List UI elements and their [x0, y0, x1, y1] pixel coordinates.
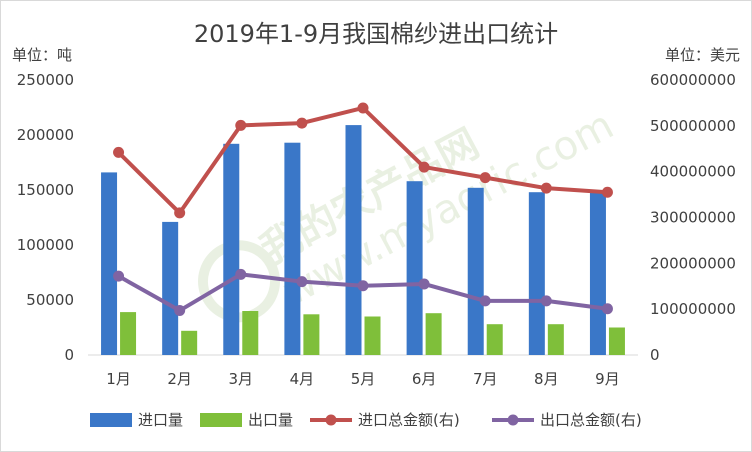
import-value-point	[113, 146, 125, 158]
export-volume-bar	[303, 314, 320, 355]
export-value-point	[479, 295, 491, 307]
import-value-point	[540, 182, 552, 194]
x-tick-label: 7月	[473, 370, 498, 388]
legend-swatch	[90, 413, 132, 427]
import-volume-bar	[406, 181, 423, 355]
right-tick-label: 600000000	[650, 71, 736, 89]
import-value-point	[296, 117, 308, 129]
export-volume-bar	[120, 312, 137, 355]
import-volume-bar	[467, 187, 484, 355]
x-tick-label: 8月	[534, 370, 559, 388]
right-tick-label: 500000000	[650, 117, 736, 135]
watermark: 我的农产品网 www.myagric.com	[198, 102, 621, 323]
export-volume-bar	[425, 313, 442, 355]
import-volume-bar	[589, 192, 606, 355]
export-value-point	[235, 268, 247, 280]
legend-label: 进口总金额(右)	[358, 411, 460, 429]
left-axis-ticks: 0 50000 100000 150000 200000 250000	[17, 71, 74, 364]
bar-series	[101, 125, 625, 355]
export-value-point	[540, 295, 552, 307]
export-value-point	[601, 303, 613, 315]
right-tick-label: 200000000	[650, 254, 736, 272]
left-tick-label: 100000	[17, 236, 74, 254]
import-volume-bar	[284, 142, 301, 355]
right-axis-unit: 单位：美元	[665, 46, 740, 64]
import-volume-bar	[162, 221, 179, 355]
import-value-point	[601, 186, 613, 198]
line-series	[113, 102, 613, 317]
import-value-point	[479, 172, 491, 184]
x-tick-label: 2月	[167, 370, 192, 388]
legend-item: 出口总金额(右)	[492, 411, 642, 429]
x-tick-label: 9月	[595, 370, 620, 388]
legend-item: 出口量	[200, 411, 293, 429]
import-volume-bar	[223, 143, 240, 355]
left-tick-label: 150000	[17, 181, 74, 199]
x-tick-label: 4月	[290, 370, 315, 388]
legend: 进口量 出口量 进口总金额(右) 出口总金额(右)	[90, 411, 642, 429]
legend-marker	[507, 414, 519, 426]
right-tick-label: 400000000	[650, 163, 736, 181]
legend-label: 进口量	[138, 411, 183, 429]
left-axis-unit: 单位：吨	[12, 46, 72, 64]
export-volume-bar	[242, 311, 259, 355]
legend-label: 出口总金额(右)	[540, 411, 642, 429]
legend-swatch	[200, 413, 242, 427]
right-axis-ticks: 0 100000000 200000000 300000000 400000000 500…	[650, 71, 736, 364]
x-tick-label: 3月	[229, 370, 254, 388]
export-value-point	[418, 278, 430, 290]
export-volume-bar	[364, 316, 381, 355]
import-value-point	[235, 119, 247, 131]
x-tick-label: 1月	[106, 370, 131, 388]
export-volume-bar	[608, 327, 625, 355]
import-value-point	[174, 207, 186, 219]
import-volume-bar	[528, 192, 545, 355]
import-value-point	[357, 102, 369, 114]
right-tick-label: 100000000	[650, 300, 736, 318]
x-axis-labels: 1月 2月 3月 4月 5月 6月 7月 8月 9月	[106, 370, 619, 388]
right-tick-label: 0	[650, 346, 660, 364]
export-value-point	[174, 305, 186, 317]
left-tick-label: 200000	[17, 126, 74, 144]
legend-item: 进口总金额(右)	[310, 411, 460, 429]
export-value-point	[357, 280, 369, 292]
import-volume-bar	[345, 125, 362, 355]
export-volume-bar	[486, 324, 503, 355]
import-volume-bar	[101, 172, 118, 355]
x-tick-label: 6月	[412, 370, 437, 388]
export-volume-bar	[547, 324, 564, 355]
left-tick-label: 0	[64, 346, 74, 364]
legend-marker	[325, 414, 337, 426]
x-tick-label: 5月	[351, 370, 376, 388]
export-value-point	[113, 270, 125, 282]
export-value-point	[296, 276, 308, 288]
chart-title: 2019年1-9月我国棉纱进出口统计	[194, 20, 558, 48]
import-value-point	[418, 161, 430, 173]
legend-item: 进口量	[90, 411, 183, 429]
export-volume-bar	[181, 330, 198, 355]
legend-label: 出口量	[248, 411, 293, 429]
left-tick-label: 50000	[26, 291, 74, 309]
right-tick-label: 300000000	[650, 209, 736, 227]
left-tick-label: 250000	[17, 71, 74, 89]
